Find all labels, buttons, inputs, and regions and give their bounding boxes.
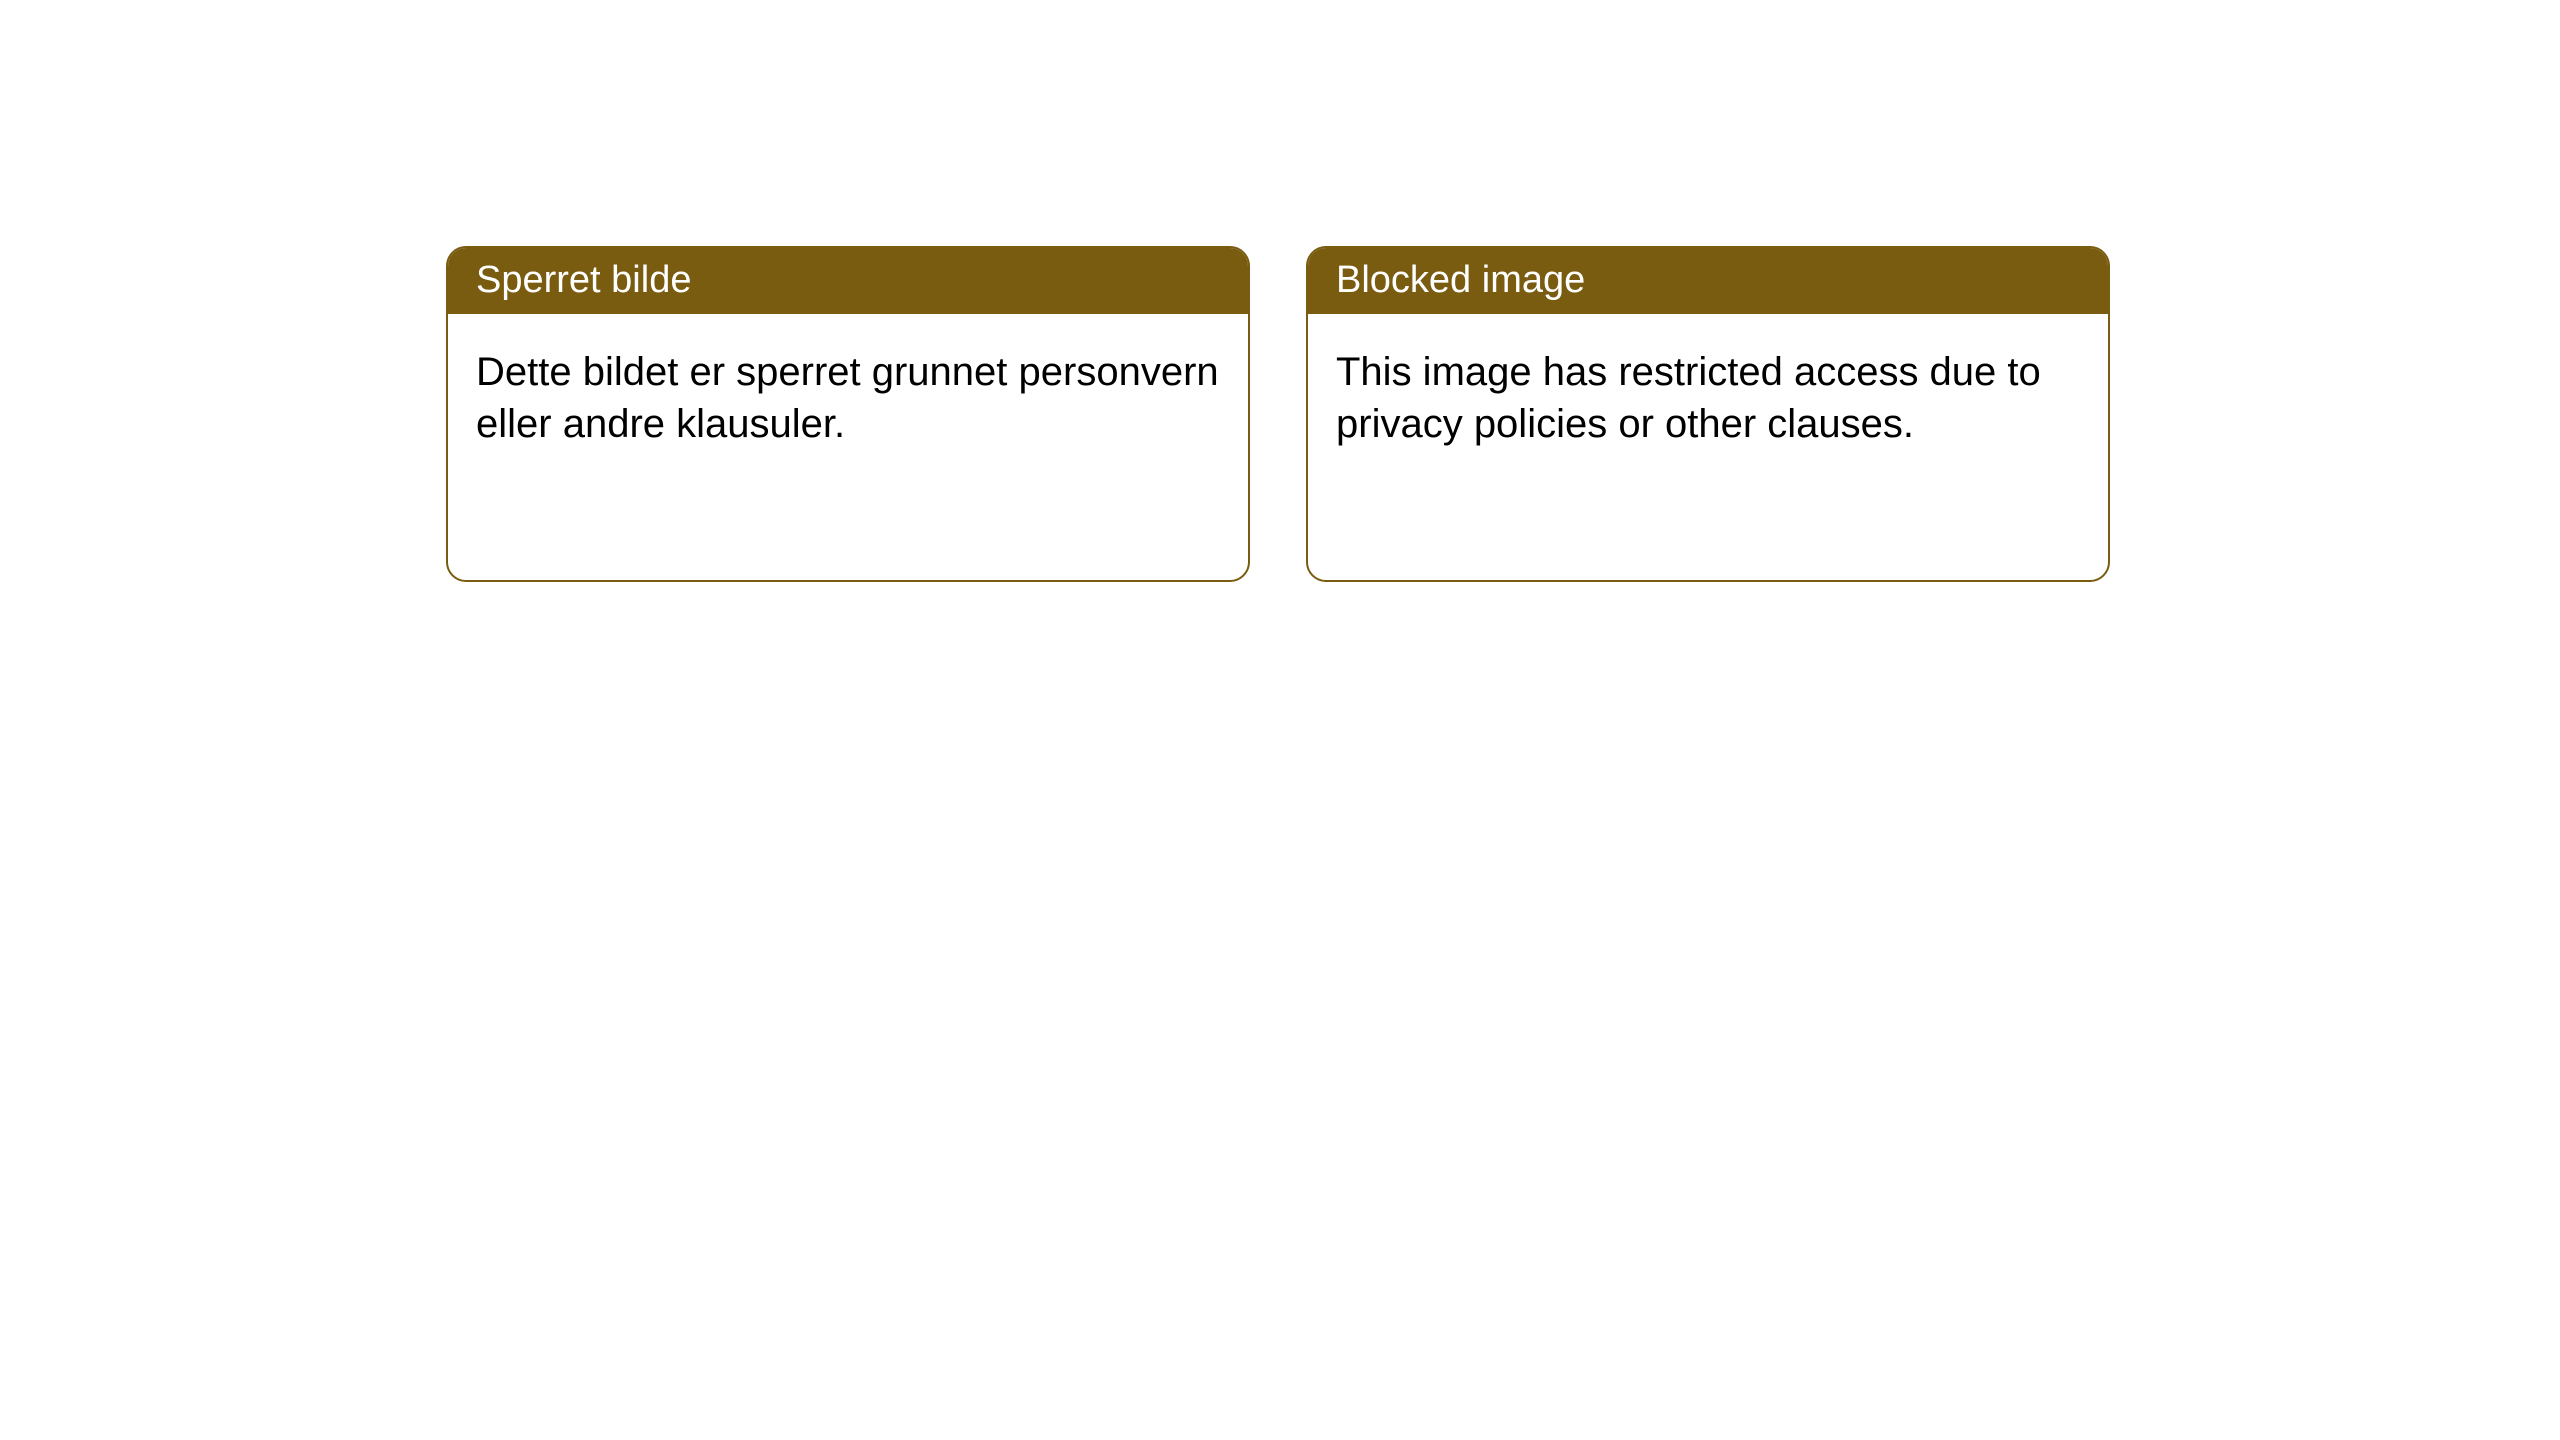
card-header: Blocked image [1308,248,2108,314]
card-body-text: This image has restricted access due to … [1336,350,2041,447]
notice-cards-container: Sperret bilde Dette bildet er sperret gr… [446,246,2110,582]
notice-card-english: Blocked image This image has restricted … [1306,246,2110,582]
card-title: Blocked image [1336,259,1585,301]
card-title: Sperret bilde [476,259,691,301]
card-body: This image has restricted access due to … [1308,314,2108,484]
card-body: Dette bildet er sperret grunnet personve… [448,314,1248,484]
card-body-text: Dette bildet er sperret grunnet personve… [476,350,1219,447]
card-header: Sperret bilde [448,248,1248,314]
notice-card-norwegian: Sperret bilde Dette bildet er sperret gr… [446,246,1250,582]
